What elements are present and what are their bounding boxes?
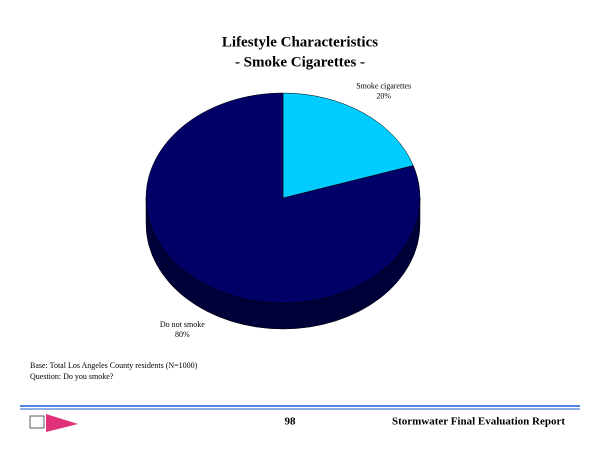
slice xyxy=(282,92,414,199)
slice xyxy=(145,92,421,304)
chart-subtitle: - Smoke Cigarettes - xyxy=(235,54,365,70)
slice-label: Do not smoke xyxy=(160,320,205,329)
report-title: Stormwater Final Evaluation Report xyxy=(392,416,565,428)
value-label: 80% xyxy=(175,330,190,339)
note: Question: Do you smoke? xyxy=(30,372,114,381)
note: Base: Total Los Angeles County residents… xyxy=(30,361,198,370)
value-label: 20% xyxy=(376,92,391,101)
chart-title: Lifestyle Characteristics xyxy=(222,34,378,50)
logo xyxy=(29,414,78,432)
page-number: 98 xyxy=(285,416,297,428)
slice-label: Smoke cigarettes xyxy=(356,82,411,91)
